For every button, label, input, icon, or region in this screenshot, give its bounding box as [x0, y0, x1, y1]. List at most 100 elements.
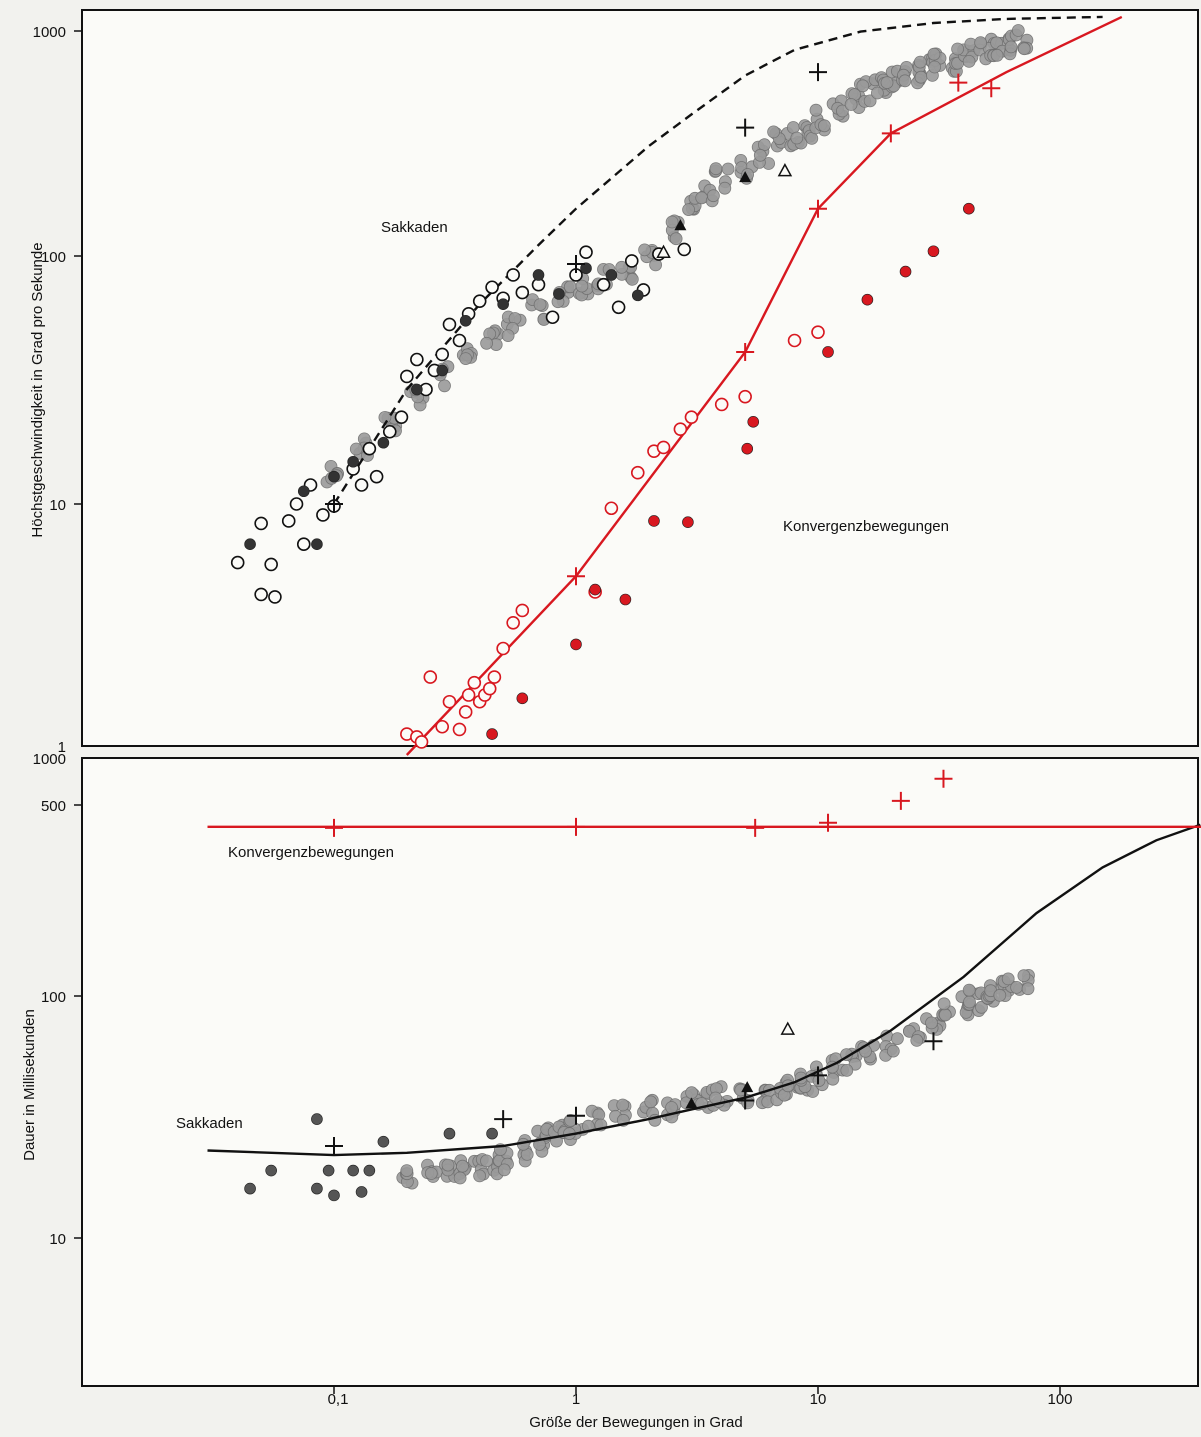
top-convergence-crosses-point-1 — [736, 342, 755, 361]
top-saccade-open-circles-point-21 — [435, 347, 450, 362]
bottom-saccade-gray-band-point-31-5 — [937, 997, 951, 1011]
top-convergence-crosses-point-3 — [881, 124, 900, 143]
bottom-saccade-filled-circles-point-0 — [244, 1182, 256, 1195]
top-saccade-open-triangles-point-1 — [777, 163, 793, 177]
top-saccade-open-circles-point-0 — [230, 555, 245, 570]
top-saccade-gray-band-point-23-5 — [818, 119, 831, 133]
top-saccade-gray-band-point-20-5 — [767, 125, 780, 139]
top-convergence-filled-circles-point-10 — [861, 293, 874, 306]
top-saccade-open-circles-point-17 — [400, 369, 414, 384]
top-convergence-open-circles-point-14 — [496, 641, 510, 656]
top-saccade-open-circles-point-15 — [382, 424, 397, 439]
bottom-saccade-gray-band-point-36-5 — [1001, 972, 1015, 986]
bottom-saccade-crosses-point-1 — [494, 1110, 513, 1129]
top-convergence-open-circles-point-5 — [442, 694, 457, 709]
top-saccade-gray-band-point-5-5 — [459, 352, 473, 366]
bottom-convergence-crosses-point-2 — [746, 818, 765, 837]
bottom-saccade-filled-circles-point-9 — [377, 1135, 390, 1148]
top-convergence-crosses-point-5 — [982, 79, 1001, 98]
top-convergence-open-circles-point-8 — [461, 688, 476, 702]
top-saccade-filled-circles-point-8 — [459, 314, 472, 327]
y2-tick-label-1000: 1000 — [33, 751, 66, 768]
x-axis-title: Größe der Bewegungen in Grad — [529, 1414, 742, 1431]
bottom-saccade-gray-band-point-31-4 — [938, 1008, 952, 1022]
top-convergence-filled-circles-point-12 — [927, 245, 940, 258]
bottom-convergence-crosses-point-0 — [325, 818, 343, 837]
x-tick-label-1: 1 — [572, 1391, 580, 1408]
top-saccade-open-circles-point-33 — [579, 245, 593, 259]
top-saccade-filled-circles-point-14 — [631, 289, 644, 302]
top-saccade-gray-band-point-17-0 — [721, 162, 735, 176]
bottom-saccade-filled-circles-point-2 — [311, 1113, 323, 1125]
top-saccade-gray-band-point-12-1 — [625, 272, 639, 286]
top-saccade-gray-band-point-7-5 — [501, 329, 515, 343]
top-convergence-filled-circles-point-6 — [682, 516, 694, 528]
top-saccade-open-circles-point-31 — [545, 310, 560, 325]
top-saccade-gray-band-point-28-5 — [880, 76, 894, 89]
top-saccade-open-circles-point-6 — [289, 497, 304, 511]
y2-tick-label-100: 100 — [41, 989, 66, 1006]
top-saccade-gray-band-point-36-4 — [974, 36, 987, 50]
bottom-saccade-gray-band-point-0-5 — [400, 1164, 414, 1177]
bottom-saccade-filled-circles-point-3 — [311, 1182, 323, 1195]
top-panel: 1000 100 10 1 Höchstgeschwindigkeit in G… — [29, 9, 1199, 756]
top-convergence-open-circles-point-9 — [467, 675, 482, 690]
top-convergence-open-circles-point-24 — [714, 397, 729, 412]
bottom-saccade-crosses-point-2 — [567, 1106, 585, 1125]
top-saccade-gray-band-point-2-5 — [378, 410, 392, 424]
top-convergence-filled-circles-point-13 — [963, 202, 975, 215]
top-saccade-open-circles-point-39 — [677, 242, 692, 257]
annotation-konvergenz-bottom: Konvergenzbewegungen — [228, 844, 394, 861]
top-saccade-open-circles-point-7 — [296, 537, 311, 551]
top-saccade-crosses-point-0 — [325, 495, 343, 513]
top-saccade-gray-band-point-17-5 — [709, 162, 723, 176]
top-saccade-gray-band-point-6-5 — [480, 336, 494, 350]
top-saccade-open-circles-point-22 — [442, 317, 457, 332]
top-saccade-gray-band-point-15-5 — [682, 203, 695, 217]
top-saccade-open-circles-point-26 — [485, 280, 499, 295]
bottom-saccade-gray-band-point-25-3 — [826, 1072, 840, 1086]
top-saccade-crosses-point-2 — [736, 118, 755, 137]
top-saccade-open-circles-point-14 — [369, 469, 384, 484]
top-saccade-filled-circles-point-12 — [580, 262, 592, 275]
top-saccade-gray-band-point-19-4 — [758, 138, 771, 152]
bottom-saccade-filled-circles-point-11 — [486, 1127, 498, 1140]
top-saccade-gray-band-point-21-5 — [790, 131, 804, 145]
top-saccade-crosses-point-1 — [567, 255, 585, 273]
bottom-saccade-filled-circles-point-10 — [443, 1127, 456, 1140]
top-saccade-filled-circles-point-9 — [497, 298, 509, 310]
bottom-saccade-curve — [207, 823, 1201, 1157]
top-saccade-gray-band-point-31-3 — [913, 55, 927, 69]
bottom-saccade-gray-band-point-33-3 — [962, 983, 976, 997]
top-saccade-gray-band-point-32-4 — [927, 47, 941, 61]
bottom-saccade-crosses-point-3 — [736, 1091, 755, 1110]
top-saccade-crosses-point-3 — [809, 63, 827, 82]
top-convergence-filled-circles-point-4 — [619, 593, 632, 606]
top-saccade-open-circles-point-3 — [264, 557, 278, 572]
top-saccade-gray-band-point-4-2 — [438, 379, 451, 393]
top-convergence-filled-circles-point-11 — [899, 265, 912, 278]
top-convergence-filled-circles-point-1 — [516, 692, 529, 705]
top-plot-frame — [81, 9, 1199, 747]
bottom-saccade-filled-circles-point-4 — [322, 1164, 335, 1177]
top-saccade-gray-band-point-23-2 — [809, 103, 823, 117]
top-saccade-open-circles-point-12 — [354, 478, 369, 492]
top-saccade-open-circles-point-23 — [452, 333, 467, 348]
top-convergence-crosses-point-4 — [949, 73, 968, 92]
bottom-saccade-crosses-point-5 — [924, 1032, 943, 1051]
bottom-saccade-gray-band-point-33-5 — [975, 1000, 988, 1014]
top-saccade-open-circles-point-36 — [624, 254, 639, 268]
top-convergence-crosses-point-2 — [809, 199, 827, 218]
top-saccade-gray-band-point-16-5 — [707, 189, 720, 203]
top-convergence-open-circles-point-19 — [630, 465, 645, 480]
bottom-saccade-gray-band-point-15-5 — [665, 1101, 678, 1114]
top-saccade-filled-circles-point-10 — [532, 269, 545, 281]
bottom-saccade-gray-band-point-5-4 — [480, 1154, 493, 1168]
y2-tick-label-10: 10 — [49, 1231, 66, 1248]
bottom-convergence-crosses-point-3 — [819, 813, 838, 832]
bottom-saccade-filled-circles-point-1 — [265, 1164, 277, 1177]
top-saccade-open-circles-point-9 — [316, 508, 330, 522]
top-convergence-open-circles-point-3 — [423, 670, 438, 684]
top-saccade-open-circles-point-1 — [254, 516, 268, 531]
bottom-saccade-gray-band-point-3-4 — [453, 1171, 467, 1185]
